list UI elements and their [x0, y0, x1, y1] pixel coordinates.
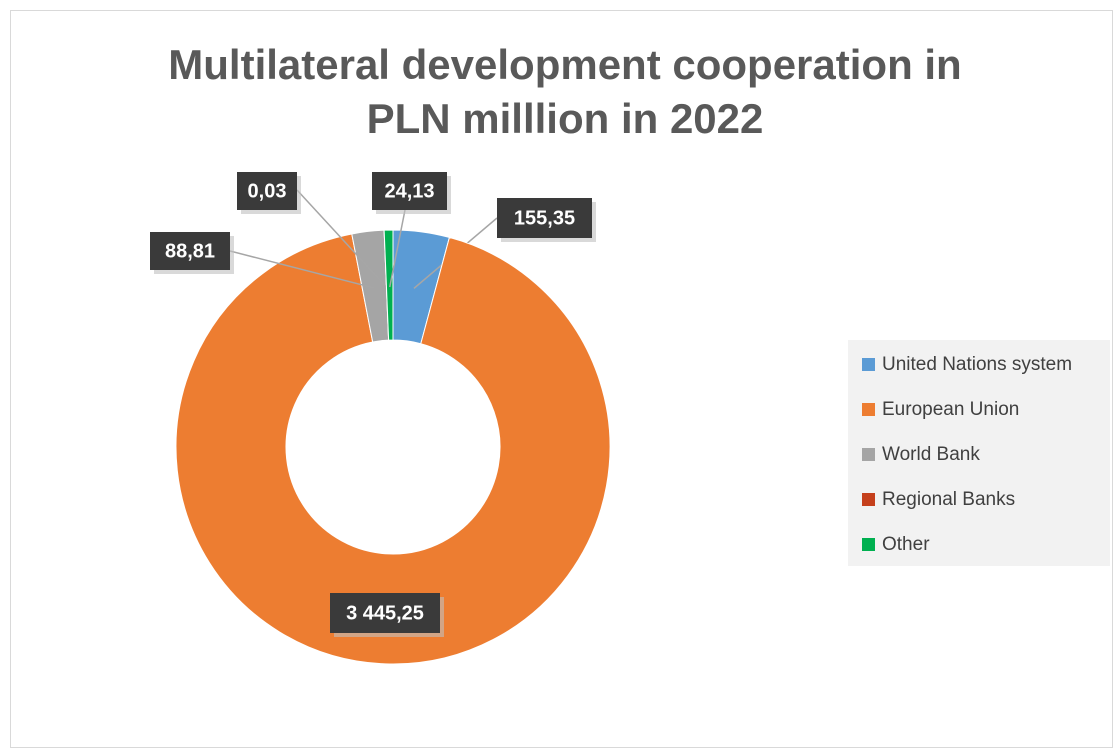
- legend-label: Other: [882, 534, 930, 555]
- legend-label: European Union: [882, 399, 1019, 420]
- chart-title: Multilateral development cooperation in …: [168, 41, 962, 142]
- legend-label: United Nations system: [882, 354, 1072, 375]
- data-label-box: [497, 198, 592, 238]
- donut-slice: [383, 229, 394, 341]
- data-label-box: [237, 172, 297, 210]
- data-label: 155,35: [514, 207, 575, 229]
- data-label: 88,81: [165, 240, 215, 262]
- legend-swatch: [862, 448, 875, 461]
- data-label: 0,03: [248, 180, 287, 202]
- legend-swatch: [862, 403, 875, 416]
- legend-swatch: [862, 493, 875, 506]
- donut-slice: [175, 233, 611, 665]
- data-label-box: [150, 232, 230, 270]
- data-label-box: [330, 593, 440, 633]
- data-label: 24,13: [384, 180, 434, 202]
- data-label-box: [372, 172, 447, 210]
- legend-label: World Bank: [882, 444, 980, 465]
- legend-swatch: [862, 358, 875, 371]
- legend-swatch: [862, 538, 875, 551]
- leader-line: [229, 250, 375, 289]
- leader-line: [388, 209, 406, 288]
- chart-frame: [10, 10, 1113, 748]
- leader-line: [296, 189, 388, 288]
- legend-label: Regional Banks: [882, 489, 1015, 510]
- data-label: 3 445,25: [346, 602, 424, 624]
- legend-box: [848, 340, 1110, 566]
